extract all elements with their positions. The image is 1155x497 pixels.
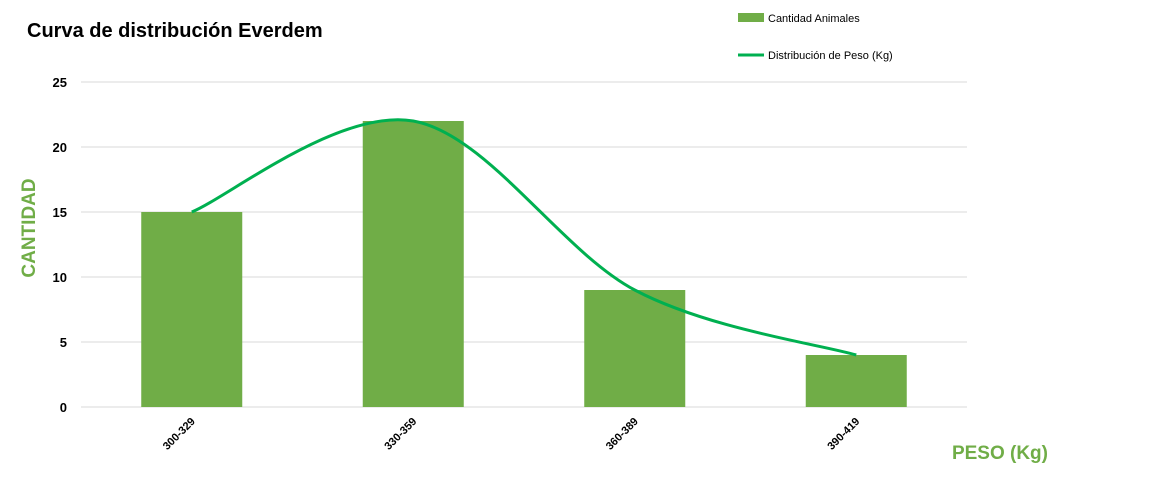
y-tick-label: 5 [60,335,67,350]
bar [584,290,686,407]
x-tick-label: 300-329 [161,416,198,453]
y-axis-title: CANTIDAD [19,178,40,277]
distribution-line [191,118,857,357]
y-axis-ticks: 0 5 10 15 20 25 [53,75,67,415]
y-tick-label: 0 [60,400,67,415]
legend: Cantidad Animales Distribución de Peso (… [738,13,893,62]
y-tick-label: 20 [53,140,67,155]
bar [805,355,907,407]
x-tick-label: 390-419 [825,416,862,453]
x-tick-label: 330-359 [382,416,419,453]
bar-series [141,121,907,407]
y-tick-label: 10 [53,270,67,285]
y-tick-label: 25 [53,75,67,90]
y-tick-label: 15 [53,205,67,220]
legend-label-line: Distribución de Peso (Kg) [768,50,893,62]
chart-title: Curva de distribución Everdem [27,20,323,42]
x-axis-title: PESO (Kg) [952,443,1048,464]
x-axis-ticks: 300-329 330-359 360-389 390-419 [161,416,863,453]
x-tick-label: 360-389 [604,416,641,453]
legend-swatch-bar [738,13,764,22]
legend-label-bar: Cantidad Animales [768,13,860,25]
bar [362,121,464,407]
bar [141,212,243,407]
line-series [191,118,857,357]
